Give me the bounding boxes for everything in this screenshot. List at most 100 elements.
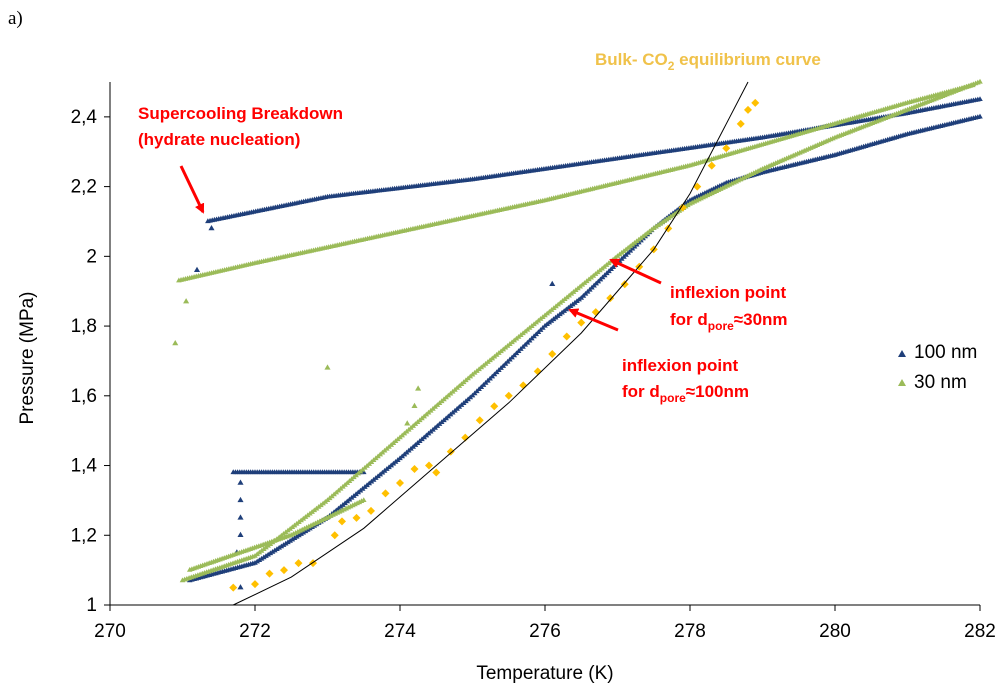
x-ticks: 270 272 274 276 278 280 282 (94, 605, 996, 642)
data-point-100nm (271, 547, 278, 553)
annotation-inflexion-100nm-suffix: ≈100nm (686, 382, 749, 401)
data-point-100nm (237, 479, 244, 485)
data-point-bulk-co2 (693, 182, 702, 191)
data-point-bulk-co2 (265, 569, 274, 578)
data-point-bulk-co2 (577, 318, 586, 327)
annotation-bulk-co2-sub: 2 (668, 59, 675, 73)
data-point-100nm (302, 528, 309, 534)
data-point-100nm (296, 532, 302, 538)
annotation-inflexion-30nm: inflexion point for dpore≈30nm (609, 258, 788, 333)
y-tick-label: 1,2 (71, 525, 97, 546)
annotation-supercooling-line1: Supercooling Breakdown (138, 104, 343, 123)
data-point-bulk-co2 (591, 308, 600, 317)
annotation-bulk-co2-prefix: Bulk- CO (595, 50, 668, 69)
annotation-inflexion-100nm-prefix: for d (622, 382, 660, 401)
data-point-bulk-co2 (381, 489, 390, 498)
data-point-100nm (285, 539, 291, 545)
y-axis-title: Pressure (MPa) (17, 291, 38, 424)
data-point-100nm (254, 558, 260, 564)
x-tick-label: 278 (674, 621, 706, 642)
y-tick-label: 2 (86, 246, 97, 267)
annotation-supercooling-arrow (179, 165, 205, 214)
data-point-bulk-co2 (504, 391, 513, 400)
legend-marker-30nm (898, 379, 906, 386)
x-tick-label: 274 (384, 621, 416, 642)
data-point-30nm (172, 340, 179, 346)
data-point-bulk-co2 (251, 580, 259, 589)
annotation-bulk-co2-suffix: equilibrium curve (674, 50, 820, 69)
figure-label: a) (8, 8, 23, 29)
data-point-bulk-co2 (330, 531, 339, 540)
data-point-bulk-co2 (620, 280, 629, 289)
data-point-bulk-co2 (475, 416, 484, 425)
y-tick-label: 1,6 (71, 386, 97, 407)
data-point-bulk-co2 (280, 566, 288, 575)
data-point-100nm (261, 554, 267, 560)
data-point-bulk-co2 (548, 349, 557, 358)
data-point-bulk-co2 (294, 559, 303, 568)
data-point-100nm (256, 557, 263, 563)
data-point-100nm (282, 540, 289, 546)
x-tick-label: 282 (964, 621, 996, 642)
data-point-bulk-co2 (229, 583, 238, 592)
data-point-100nm (291, 535, 298, 541)
data-point-30nm (977, 78, 983, 84)
data-point-100nm (276, 544, 282, 550)
annotation-inflexion-30nm-line2: for dpore≈30nm (670, 310, 788, 333)
data-point-100nm (193, 266, 201, 273)
data-point-bulk-co2 (519, 381, 528, 390)
axes (109, 82, 980, 606)
series-30nm (172, 78, 983, 583)
legend-label-100nm: 100 nm (914, 342, 977, 363)
data-point-100nm (280, 542, 287, 547)
legend-item-100nm: 100 nm (898, 342, 977, 363)
series-bulk-co2 (229, 98, 760, 592)
annotation-supercooling-line2: (hydrate nucleation) (138, 130, 300, 149)
data-point-bulk-co2 (562, 332, 571, 341)
x-tick-label: 272 (239, 621, 271, 642)
data-point-30nm (415, 385, 422, 391)
data-point-bulk-co2 (461, 433, 470, 442)
y-tick-label: 1 (86, 595, 97, 616)
y-tick-label: 1,4 (71, 456, 98, 477)
data-point-100nm (289, 536, 296, 542)
data-point-100nm (287, 537, 293, 543)
data-point-30nm (324, 364, 331, 370)
x-tick-label: 280 (819, 621, 851, 642)
annotation-inflexion-30nm-arrow (609, 258, 662, 285)
data-point-100nm (208, 224, 215, 231)
data-point-100nm (278, 543, 285, 549)
data-point-bulk-co2 (338, 517, 346, 526)
annotation-inflexion-30nm-suffix: ≈30nm (734, 310, 788, 329)
data-point-bulk-co2 (606, 294, 615, 303)
data-point-bulk-co2 (396, 478, 404, 487)
data-point-bulk-co2 (722, 144, 731, 153)
data-point-bulk-co2 (410, 465, 419, 474)
data-point-bulk-co2 (367, 506, 375, 515)
data-point-bulk-co2 (425, 461, 433, 470)
data-point-30nm (183, 298, 190, 304)
data-point-bulk-co2 (707, 161, 716, 170)
y-ticks: 1 1,2 1,4 1,6 1,8 2 2,2 2,4 (71, 107, 110, 616)
series-line-fit-curve (232, 81, 749, 606)
legend-item-30nm: 30 nm (898, 372, 967, 393)
data-point-bulk-co2 (446, 447, 455, 456)
annotation-inflexion-30nm-prefix: for d (670, 310, 708, 329)
data-point-30nm (404, 420, 411, 426)
data-point-100nm (237, 496, 244, 503)
data-point-100nm (252, 559, 258, 565)
annotation-inflexion-30nm-line1: inflexion point (670, 283, 786, 302)
x-tick-label: 270 (94, 621, 126, 642)
data-point-bulk-co2 (751, 98, 760, 107)
plot-series (172, 78, 983, 606)
data-point-100nm (298, 531, 304, 536)
data-point-100nm (237, 531, 244, 538)
annotation-supercooling: Supercooling Breakdown (hydrate nucleati… (138, 104, 343, 214)
data-point-bulk-co2 (533, 367, 542, 376)
series-fit-curve (232, 81, 749, 606)
y-tick-label: 1,8 (71, 316, 97, 337)
x-axis-title: Temperature (K) (476, 663, 613, 684)
data-point-100nm (977, 96, 983, 102)
data-point-100nm (265, 551, 271, 557)
annotation-inflexion-100nm-line2: for dpore≈100nm (622, 382, 749, 405)
